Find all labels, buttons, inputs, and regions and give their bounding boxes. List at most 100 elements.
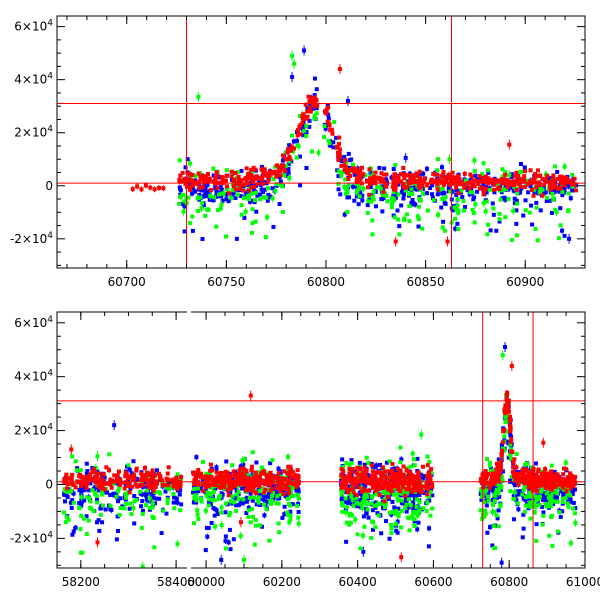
red-point	[336, 158, 341, 163]
blue-point	[518, 190, 523, 195]
red-point	[305, 109, 310, 114]
red-point	[249, 167, 254, 172]
blue-point	[291, 139, 296, 144]
red-point	[175, 486, 180, 491]
green-point	[540, 187, 545, 192]
red-point	[511, 460, 516, 465]
red-point	[477, 174, 482, 179]
red-point	[276, 482, 281, 487]
blue-point	[490, 497, 495, 502]
green-point	[406, 516, 411, 521]
green-point	[456, 227, 461, 232]
blue-point	[367, 196, 372, 201]
blue-point	[234, 236, 239, 241]
green-point	[243, 209, 248, 214]
green-point	[167, 487, 172, 492]
red-point	[249, 173, 254, 178]
red-point	[509, 437, 514, 442]
blue-point	[496, 508, 501, 513]
red-point	[248, 480, 253, 485]
red-point	[241, 188, 246, 193]
red-point	[312, 104, 317, 109]
blue-point	[171, 500, 176, 505]
green-point	[212, 498, 217, 503]
blue-point	[82, 498, 87, 503]
axis-break-gap-top	[187, 310, 191, 314]
plot-area	[57, 312, 585, 568]
green-point	[234, 508, 239, 513]
green-point	[561, 496, 566, 501]
green-point	[177, 158, 182, 163]
red-point	[541, 482, 546, 487]
green-point	[347, 462, 352, 467]
red-point	[519, 179, 524, 184]
red-point	[388, 485, 393, 490]
red-point	[177, 177, 182, 182]
red-point	[450, 170, 455, 175]
green-point	[494, 513, 499, 518]
red-point	[392, 172, 397, 177]
green-point	[71, 500, 76, 505]
green-point	[385, 199, 390, 204]
red-point	[511, 179, 516, 184]
blue-point	[538, 208, 543, 213]
blue-point	[544, 198, 549, 203]
blue-point	[555, 494, 560, 499]
green-point	[495, 482, 500, 487]
red-point	[398, 489, 403, 494]
red-point	[327, 121, 332, 126]
series-red	[62, 360, 578, 563]
blue-point	[486, 490, 491, 495]
red-point	[381, 190, 386, 195]
red-point	[555, 472, 560, 477]
red-point	[227, 480, 232, 485]
blue-point	[512, 201, 517, 206]
red-point	[224, 173, 229, 178]
blue-point	[421, 171, 426, 176]
green-point	[205, 207, 210, 212]
blue-point	[429, 487, 434, 492]
red-point	[541, 471, 546, 476]
green-point	[463, 178, 468, 183]
blue-point	[496, 457, 501, 462]
red-point	[231, 184, 236, 189]
green-point	[490, 509, 495, 514]
blue-point	[111, 491, 116, 496]
blue-point	[411, 185, 416, 190]
blue-point	[374, 463, 379, 468]
red-point	[499, 453, 504, 458]
green-point	[288, 513, 293, 518]
red-point	[370, 485, 375, 490]
green-point	[394, 508, 399, 513]
red-point	[506, 183, 511, 188]
green-point	[370, 519, 375, 524]
blue-point	[513, 493, 518, 498]
green-point	[364, 455, 369, 460]
green-point	[296, 521, 301, 526]
green-point	[199, 206, 204, 211]
red-point	[394, 474, 399, 479]
axes-frame-right	[189, 311, 586, 569]
red-point	[557, 477, 562, 482]
blue-point	[157, 496, 162, 501]
green-point	[497, 211, 502, 216]
green-point	[500, 167, 505, 172]
red-point	[277, 167, 282, 172]
red-point	[481, 191, 486, 196]
green-point	[345, 187, 350, 192]
axes-frame-left	[56, 311, 188, 569]
blue-point	[265, 198, 270, 203]
blue-point	[286, 161, 291, 166]
blue-point	[286, 474, 291, 479]
green-point	[250, 230, 255, 235]
green-point	[116, 489, 121, 494]
red-point	[178, 484, 183, 489]
red-point	[346, 177, 351, 182]
green-point	[381, 501, 386, 506]
red-point	[358, 467, 363, 472]
red-point	[215, 185, 220, 190]
green-point	[78, 527, 83, 532]
blue-point	[494, 228, 499, 233]
blue-point	[194, 455, 199, 460]
red-point	[246, 188, 251, 193]
